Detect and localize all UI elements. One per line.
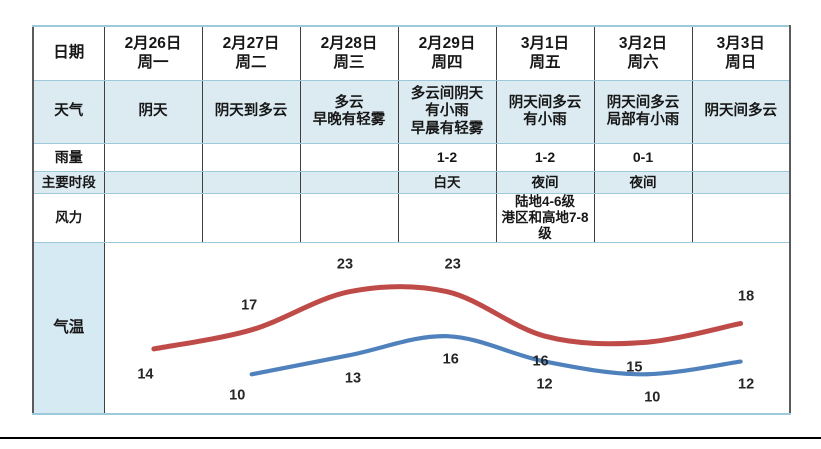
weather-line: 多云 [334, 94, 364, 111]
weather-line: 阴天到多云 [214, 103, 288, 120]
low-temp-label-day-4: 16 [442, 351, 459, 368]
rain-cell-day-2 [201, 143, 301, 172]
wind-cell-day-1 [103, 193, 203, 243]
page-bottom-rule [0, 437, 821, 439]
period-cell-day-4: 白天 [397, 171, 497, 194]
rain-cell-day-6: 0-1 [593, 143, 693, 172]
weekday-text-6: 周六 [627, 53, 659, 71]
date-text-5: 3月1日 [520, 35, 570, 53]
row-label-period: 主要时段 [32, 171, 105, 194]
wind-cell-day-7 [691, 193, 791, 243]
period-cell-day-3 [299, 171, 399, 194]
weather-cell-day-5: 阴天间多云 有小雨 [495, 80, 595, 144]
low-temp-label-day-5: 12 [536, 376, 553, 393]
row-label-temperature: 气温 [32, 241, 105, 415]
date-text-4: 2月29日 [418, 35, 476, 53]
weekday-text-3: 周三 [333, 53, 365, 71]
wind-cell-day-2 [201, 193, 301, 243]
wind-cell-day-6 [593, 193, 693, 243]
wind-line: 陆地4-6级 [514, 194, 575, 209]
weather-line: 有小雨 [425, 103, 469, 120]
rain-cell-day-3 [299, 143, 399, 172]
table-row-temperature: 气温 14 17 23 23 16 15 18 10 13 16 12 10 12 [32, 241, 791, 415]
high-temp-label-day-2: 17 [241, 297, 258, 314]
high-temp-label-day-7: 18 [738, 288, 755, 305]
table-row-period: 主要时段 白天 夜间 夜间 [32, 171, 791, 194]
rain-cell-day-7 [691, 143, 791, 172]
period-cell-day-6: 夜间 [593, 171, 693, 194]
wind-cell-day-3 [299, 193, 399, 243]
table-row-wind: 风力 陆地4-6级 港区和高地7-8级 [32, 193, 791, 243]
date-text-3: 2月28日 [320, 35, 378, 53]
table-row-rain: 雨量 1-2 1-2 0-1 [32, 143, 791, 172]
period-cell-day-5: 夜间 [495, 171, 595, 194]
header-cell-day-3: 2月28日 周三 [299, 25, 399, 81]
low-temp-line [249, 333, 743, 377]
date-text-7: 3月3日 [716, 35, 765, 53]
weather-line: 早晨有轻雾 [410, 120, 484, 137]
rain-cell-day-1 [103, 143, 203, 172]
weather-line: 有小雨 [523, 112, 567, 128]
row-label-weather: 天气 [32, 80, 105, 144]
row-label-wind: 风力 [32, 193, 105, 243]
temperature-chart-cell: 14 17 23 23 16 15 18 10 13 16 12 10 12 [103, 241, 791, 415]
weather-line: 阴天 [138, 103, 168, 120]
weather-forecast-table: 日期 2月26日 周一 2月27日 周二 2月28日 周三 2月29日 周四 [32, 25, 791, 415]
weekday-text-2: 周二 [235, 53, 267, 71]
date-text-1: 2月26日 [124, 35, 182, 53]
period-cell-day-2 [201, 171, 301, 194]
weekday-text-1: 周一 [137, 53, 169, 71]
table-row-weather: 天气 阴天 阴天到多云 多云 早晚有轻雾 多云间阴天 有小雨 早晨有轻雾 阴天 [32, 80, 791, 144]
weather-line: 阴天间多云 [704, 103, 778, 120]
row-label-rain: 雨量 [32, 143, 105, 172]
high-temp-label-day-1: 14 [137, 366, 154, 383]
header-cell-day-6: 3月2日 周六 [593, 25, 693, 81]
low-temp-label-day-2: 10 [229, 387, 246, 404]
low-temp-label-day-6: 10 [644, 389, 661, 406]
wind-cell-day-5: 陆地4-6级 港区和高地7-8级 [495, 193, 595, 243]
high-temp-label-day-4: 23 [444, 256, 461, 273]
rain-cell-day-5: 1-2 [495, 143, 595, 172]
header-cell-day-5: 3月1日 周五 [495, 25, 595, 81]
weekday-text-7: 周日 [725, 53, 757, 71]
date-text-6: 3月2日 [618, 35, 668, 53]
wind-cell-day-4 [397, 193, 497, 243]
row-label-date: 日期 [32, 25, 105, 81]
temperature-chart-svg [150, 283, 743, 377]
high-temp-label-day-6: 15 [626, 359, 643, 376]
weather-cell-day-7: 阴天间多云 [691, 80, 791, 144]
weather-cell-day-2: 阴天到多云 [201, 80, 301, 144]
weather-line: 阴天间多云 [606, 94, 680, 111]
weather-cell-day-6: 阴天间多云 局部有小雨 [593, 80, 693, 144]
high-temp-label-day-3: 23 [336, 256, 354, 273]
weekday-text-4: 周四 [431, 53, 463, 71]
high-temp-line [150, 283, 743, 352]
header-cell-day-2: 2月27日 周二 [201, 25, 301, 81]
weather-line: 早晚有轻雾 [312, 112, 386, 128]
period-cell-day-7 [691, 171, 791, 194]
weather-cell-day-4: 多云间阴天 有小雨 早晨有轻雾 [397, 80, 497, 144]
weather-line: 多云间阴天 [410, 86, 484, 103]
header-cell-day-4: 2月29日 周四 [397, 25, 497, 81]
weather-cell-day-3: 多云 早晚有轻雾 [299, 80, 399, 144]
table-row-date: 日期 2月26日 周一 2月27日 周二 2月28日 周三 2月29日 周四 [32, 25, 791, 81]
weather-line: 阴天间多云 [508, 94, 582, 111]
high-temp-label-day-5: 16 [532, 353, 549, 370]
header-cell-day-7: 3月3日 周日 [691, 25, 791, 81]
date-text-2: 2月27日 [222, 35, 280, 53]
low-temp-label-day-3: 13 [344, 370, 362, 387]
weather-line: 局部有小雨 [606, 112, 680, 128]
header-cell-day-1: 2月26日 周一 [103, 25, 203, 81]
low-temp-label-day-7: 12 [738, 376, 755, 393]
period-cell-day-1 [103, 171, 203, 194]
wind-line: 港区和高地7-8级 [501, 209, 589, 241]
weekday-text-5: 周五 [529, 53, 561, 71]
temperature-chart: 14 17 23 23 16 15 18 10 13 16 12 10 12 [105, 243, 790, 413]
rain-cell-day-4: 1-2 [397, 143, 497, 172]
weather-cell-day-1: 阴天 [103, 80, 203, 144]
